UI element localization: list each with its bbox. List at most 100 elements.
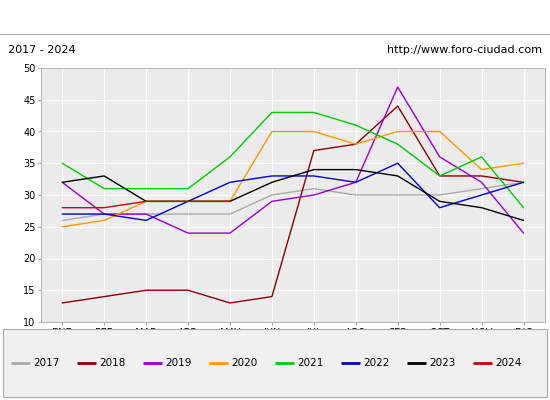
2019 — [478, 180, 485, 185]
2023 — [59, 180, 65, 185]
2020 — [520, 161, 527, 166]
2022 — [520, 180, 527, 185]
2018 — [311, 148, 317, 153]
2021 — [268, 110, 275, 115]
2022 — [185, 199, 191, 204]
2020 — [311, 129, 317, 134]
2024 — [185, 199, 191, 204]
2023 — [143, 199, 150, 204]
2019 — [185, 231, 191, 236]
2023 — [101, 174, 107, 178]
2023 — [353, 167, 359, 172]
2018 — [436, 174, 443, 178]
2021 — [478, 154, 485, 159]
Text: 2021: 2021 — [297, 358, 323, 368]
2018 — [353, 142, 359, 146]
2019 — [227, 231, 233, 236]
2021 — [143, 186, 150, 191]
2020 — [268, 129, 275, 134]
2023 — [478, 205, 485, 210]
Line: 2023: 2023 — [62, 170, 524, 220]
2022 — [478, 192, 485, 197]
Text: 2022: 2022 — [363, 358, 389, 368]
2019 — [520, 231, 527, 236]
2023 — [311, 167, 317, 172]
2021 — [101, 186, 107, 191]
2018 — [101, 294, 107, 299]
2018 — [227, 300, 233, 305]
2022 — [436, 205, 443, 210]
2023 — [394, 174, 401, 178]
2018 — [268, 294, 275, 299]
Line: 2019: 2019 — [62, 87, 524, 233]
2021 — [520, 205, 527, 210]
2021 — [311, 110, 317, 115]
2023 — [436, 199, 443, 204]
2017 — [520, 180, 527, 185]
2023 — [520, 218, 527, 223]
2020 — [353, 142, 359, 146]
2017 — [478, 186, 485, 191]
2021 — [436, 174, 443, 178]
2024 — [101, 205, 107, 210]
2019 — [394, 85, 401, 90]
2017 — [59, 218, 65, 223]
2017 — [143, 212, 150, 216]
2021 — [227, 154, 233, 159]
2019 — [59, 180, 65, 185]
2017 — [227, 212, 233, 216]
2020 — [143, 199, 150, 204]
2019 — [143, 212, 150, 216]
Line: 2020: 2020 — [62, 132, 524, 227]
2019 — [311, 192, 317, 197]
2022 — [394, 161, 401, 166]
2023 — [185, 199, 191, 204]
2018 — [394, 104, 401, 108]
Text: 2017 - 2024: 2017 - 2024 — [8, 45, 76, 55]
2024 — [227, 199, 233, 204]
2018 — [185, 288, 191, 293]
2021 — [59, 161, 65, 166]
2023 — [268, 180, 275, 185]
Text: 2020: 2020 — [231, 358, 257, 368]
Line: 2024: 2024 — [62, 201, 230, 208]
2020 — [227, 199, 233, 204]
2019 — [268, 199, 275, 204]
2024 — [143, 199, 150, 204]
2019 — [101, 212, 107, 216]
2017 — [185, 212, 191, 216]
Line: 2018: 2018 — [62, 106, 524, 303]
2018 — [478, 174, 485, 178]
2020 — [59, 224, 65, 229]
2021 — [185, 186, 191, 191]
2020 — [101, 218, 107, 223]
2018 — [520, 180, 527, 185]
Text: 2024: 2024 — [495, 358, 521, 368]
2018 — [143, 288, 150, 293]
2020 — [185, 199, 191, 204]
2020 — [436, 129, 443, 134]
2017 — [101, 212, 107, 216]
2022 — [353, 180, 359, 185]
Text: http://www.foro-ciudad.com: http://www.foro-ciudad.com — [387, 45, 542, 55]
2017 — [394, 192, 401, 197]
FancyBboxPatch shape — [3, 329, 547, 397]
2022 — [311, 174, 317, 178]
Text: Evolucion del paro registrado en Sot de Chera: Evolucion del paro registrado en Sot de … — [98, 10, 452, 24]
Text: 2018: 2018 — [99, 358, 125, 368]
Line: 2022: 2022 — [62, 163, 524, 220]
2022 — [101, 212, 107, 216]
Line: 2017: 2017 — [62, 182, 524, 220]
2018 — [59, 300, 65, 305]
Line: 2021: 2021 — [62, 112, 524, 208]
Text: 2023: 2023 — [429, 358, 455, 368]
2022 — [268, 174, 275, 178]
2022 — [227, 180, 233, 185]
2017 — [268, 192, 275, 197]
Text: 2017: 2017 — [33, 358, 59, 368]
2017 — [311, 186, 317, 191]
2020 — [394, 129, 401, 134]
2021 — [353, 123, 359, 128]
2019 — [353, 180, 359, 185]
2019 — [436, 154, 443, 159]
